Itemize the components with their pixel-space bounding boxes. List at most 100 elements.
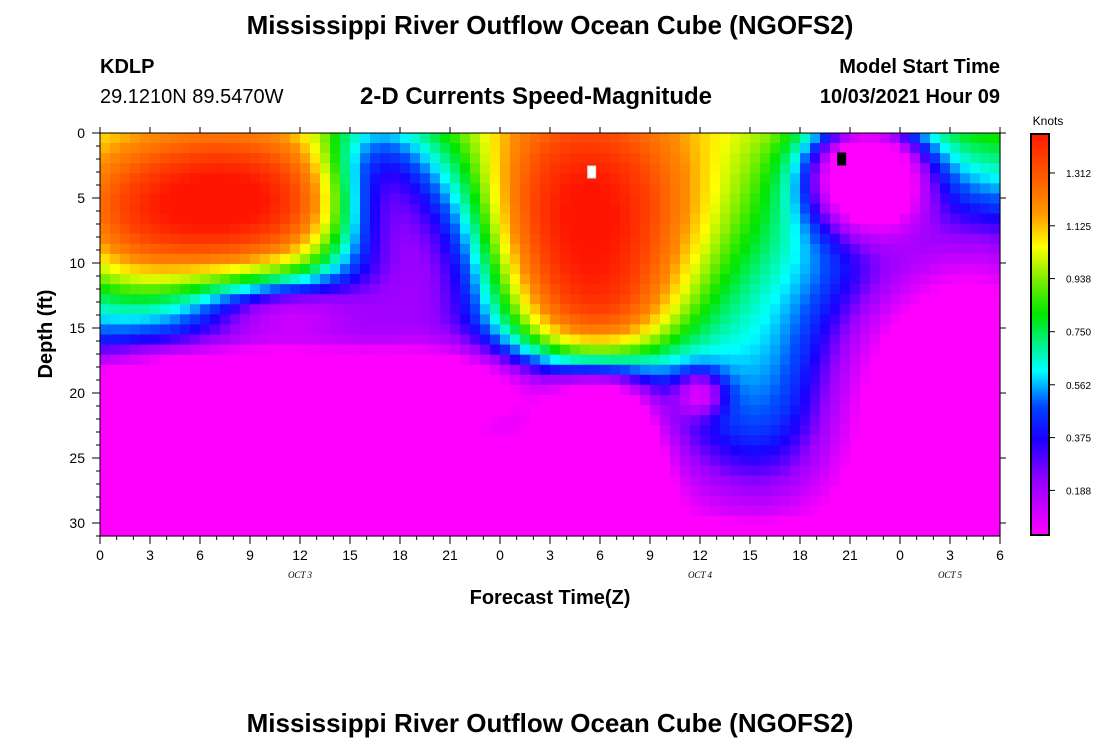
heatmap-cell bbox=[460, 465, 471, 477]
heatmap-cell bbox=[530, 213, 541, 225]
heatmap-cell bbox=[540, 505, 551, 517]
heatmap-cell bbox=[310, 394, 321, 406]
extreme-markers bbox=[587, 152, 847, 179]
heatmap-cell bbox=[730, 213, 741, 225]
heatmap-cell bbox=[810, 525, 821, 537]
heatmap-cell bbox=[120, 334, 131, 346]
heatmap-cell bbox=[200, 163, 211, 174]
heatmap-cell bbox=[100, 324, 111, 336]
heatmap-cell bbox=[780, 163, 791, 174]
heatmap-cell bbox=[170, 455, 181, 467]
heatmap-cell bbox=[720, 153, 731, 164]
heatmap-cell bbox=[930, 445, 941, 456]
heatmap-cell bbox=[720, 243, 731, 255]
heatmap-cell bbox=[200, 435, 211, 446]
heatmap-cell bbox=[160, 274, 171, 285]
heatmap-cell bbox=[530, 475, 541, 487]
heatmap-cell bbox=[470, 394, 481, 406]
heatmap-cell bbox=[630, 425, 641, 436]
heatmap-cell bbox=[760, 455, 771, 467]
heatmap-cell bbox=[380, 213, 391, 225]
heatmap-cell bbox=[780, 253, 791, 265]
heatmap-cell bbox=[710, 445, 721, 456]
heatmap-cell bbox=[330, 213, 341, 225]
heatmap-cell bbox=[260, 505, 271, 517]
heatmap-cell bbox=[890, 233, 901, 245]
heatmap-cell bbox=[130, 274, 141, 285]
heatmap-cell bbox=[130, 475, 141, 487]
heatmap-cell bbox=[650, 465, 661, 477]
heatmap-cell bbox=[550, 133, 561, 144]
heatmap-cell bbox=[410, 263, 421, 275]
heatmap-cell bbox=[460, 213, 471, 225]
heatmap-cell bbox=[610, 374, 621, 386]
heatmap-cell bbox=[460, 485, 471, 497]
heatmap-cell bbox=[210, 153, 221, 164]
heatmap-cell bbox=[650, 143, 661, 154]
heatmap-cell bbox=[370, 364, 381, 376]
heatmap-cell bbox=[950, 314, 961, 326]
heatmap-cell bbox=[810, 465, 821, 477]
heatmap-cell bbox=[800, 505, 811, 517]
heatmap-cell bbox=[430, 153, 441, 164]
heatmap-cell bbox=[200, 314, 211, 326]
heatmap-cell bbox=[340, 253, 351, 265]
heatmap-cell bbox=[770, 334, 781, 346]
heatmap-cell bbox=[200, 354, 211, 366]
heatmap-cell bbox=[390, 485, 401, 497]
heatmap-cell bbox=[770, 263, 781, 275]
heatmap-cell bbox=[120, 394, 131, 406]
heatmap-cell bbox=[740, 405, 751, 416]
heatmap-cell bbox=[410, 324, 421, 336]
heatmap-cell bbox=[330, 384, 341, 396]
heatmap-cell bbox=[880, 344, 891, 356]
heatmap-cell bbox=[460, 274, 471, 285]
heatmap-cell bbox=[240, 223, 251, 235]
heatmap-cell bbox=[590, 203, 601, 215]
heatmap-cell bbox=[270, 213, 281, 225]
heatmap-cell bbox=[730, 445, 741, 456]
heatmap-cell bbox=[460, 294, 471, 305]
heatmap-cell bbox=[840, 374, 851, 386]
heatmap-cell bbox=[540, 425, 551, 436]
heatmap-cell bbox=[910, 334, 921, 346]
heatmap-cell bbox=[890, 425, 901, 436]
heatmap-cell bbox=[200, 334, 211, 346]
heatmap-cell bbox=[920, 193, 931, 205]
heatmap-cell bbox=[710, 153, 721, 164]
heatmap-cell bbox=[780, 485, 791, 497]
heatmap-cell bbox=[710, 344, 721, 356]
heatmap-cell bbox=[880, 324, 891, 336]
heatmap-cell bbox=[580, 525, 591, 537]
heatmap-cell bbox=[850, 364, 861, 376]
heatmap-cell bbox=[870, 183, 881, 195]
heatmap-cell bbox=[980, 425, 991, 436]
heatmap-cell bbox=[390, 354, 401, 366]
heatmap-cell bbox=[680, 465, 691, 477]
heatmap-cell bbox=[340, 405, 351, 416]
heatmap-cell bbox=[110, 183, 121, 195]
heatmap-cell bbox=[290, 253, 301, 265]
heatmap-cell bbox=[800, 435, 811, 446]
heatmap-cell bbox=[650, 435, 661, 446]
heatmap-cell bbox=[850, 354, 861, 366]
heatmap-cell bbox=[290, 314, 301, 326]
heatmap-cell bbox=[650, 314, 661, 326]
heatmap-cell bbox=[890, 253, 901, 265]
heatmap-cell bbox=[360, 505, 371, 517]
heatmap-cell bbox=[820, 143, 831, 154]
heatmap-cell bbox=[520, 263, 531, 275]
heatmap-cell bbox=[840, 384, 851, 396]
heatmap-cell bbox=[900, 485, 911, 497]
heatmap-cell bbox=[690, 465, 701, 477]
heatmap-cell bbox=[900, 334, 911, 346]
heatmap-cell bbox=[650, 344, 661, 356]
heatmap-cell bbox=[970, 304, 981, 315]
heatmap-cell bbox=[450, 223, 461, 235]
heatmap-cell bbox=[280, 173, 291, 184]
heatmap-cell bbox=[830, 294, 841, 305]
heatmap-cell bbox=[190, 243, 201, 255]
heatmap-cell bbox=[110, 485, 121, 497]
heatmap-cell bbox=[400, 445, 411, 456]
